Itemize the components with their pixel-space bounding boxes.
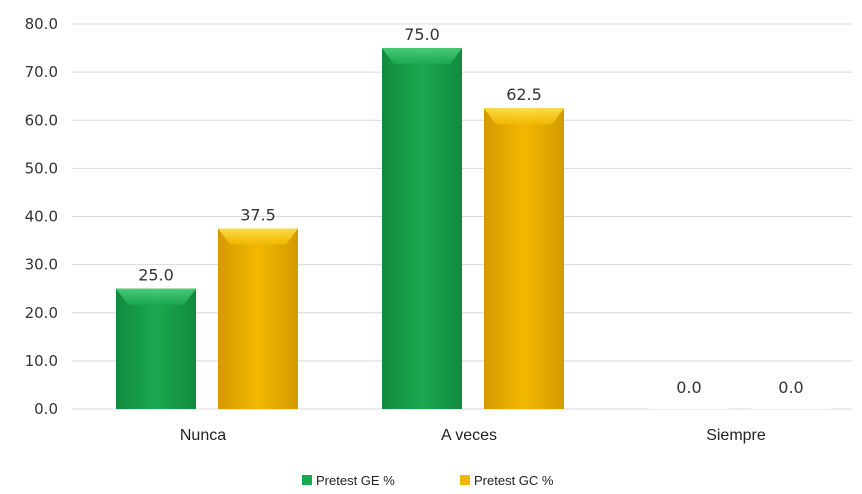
y-tick-label: 20.0 [25,304,58,322]
bar-gc-1 [484,108,564,409]
data-label: 75.0 [404,25,440,44]
bar-bevel [218,228,298,245]
bar-ge-0 [116,288,196,409]
legend-label: Pretest GE % [316,473,395,488]
category-label: Siempre [706,427,766,444]
data-label: 25.0 [138,266,174,285]
y-tick-label: 50.0 [25,159,58,177]
bars [116,48,831,409]
x-axis-categories: Nunca A veces Siempre [180,427,766,444]
y-tick-label: 60.0 [25,111,58,129]
bar-bevel [484,108,564,125]
legend-label: Pretest GC % [474,473,554,488]
data-label: 0.0 [676,378,701,397]
data-label: 62.5 [506,85,542,104]
y-tick-label: 0.0 [34,400,58,418]
y-tick-label: 10.0 [25,352,58,370]
bar-ge-1 [382,48,462,409]
bar-bevel [382,48,462,65]
category-label: Nunca [180,427,226,444]
data-label: 0.0 [778,378,803,397]
data-labels: 25.0 37.5 75.0 62.5 0.0 0.0 [138,25,804,397]
bar-bevel [116,288,196,305]
legend: Pretest GE % Pretest GC % [302,473,554,488]
data-label: 37.5 [240,206,276,225]
y-tick-label: 40.0 [25,208,58,226]
legend-swatch [460,475,470,485]
y-tick-label: 70.0 [25,63,58,81]
category-label: A veces [441,427,497,444]
y-axis-ticks: 0.0 10.0 20.0 30.0 40.0 50.0 60.0 70.0 80.0 [25,15,58,418]
y-tick-label: 80.0 [25,15,58,33]
legend-swatch [302,475,312,485]
bar-gc-0 [218,228,298,409]
bar-ge-2 [649,407,729,409]
bar-gc-2 [751,407,831,409]
y-tick-label: 30.0 [25,256,58,274]
